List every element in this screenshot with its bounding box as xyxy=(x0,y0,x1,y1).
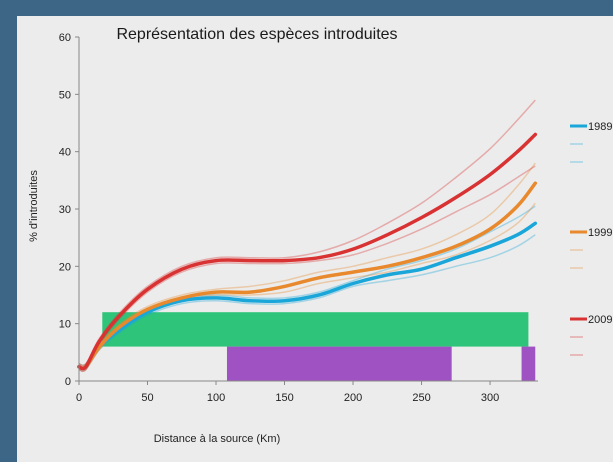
series-line-1999 xyxy=(77,181,538,370)
chart-panel: Représentation des espèces introduites %… xyxy=(17,16,613,462)
y-tick-label: 10 xyxy=(59,319,71,331)
x-tick-label: 200 xyxy=(344,392,362,404)
range-bar-2 xyxy=(521,346,536,381)
x-tick-label: 250 xyxy=(412,392,430,404)
bars-layer xyxy=(102,312,536,381)
series-2009-ci-lower xyxy=(78,165,536,373)
y-tick-label: 30 xyxy=(59,204,71,216)
y-tick-label: 20 xyxy=(59,261,71,273)
ticks-layer: 0 10 20 30 40 50 60 0 50 100 150 200 250 300 xyxy=(59,32,499,404)
series-1999-ci-upper xyxy=(78,162,536,366)
range-bar-0 xyxy=(102,312,529,347)
legend: 1989 1999 2009 xyxy=(570,121,612,356)
x-tick-label: 0 xyxy=(76,392,82,404)
x-tick-label: 300 xyxy=(481,392,499,404)
series-1989-ci-lower xyxy=(78,234,536,372)
y-tick-label: 0 xyxy=(65,376,71,388)
legend-label-2009: 2009 xyxy=(588,314,612,326)
x-tick-label: 50 xyxy=(141,392,153,404)
chart-title: Représentation des espèces introduites xyxy=(116,26,397,43)
range-bar-1 xyxy=(226,346,452,381)
series-lines-layer xyxy=(77,132,538,371)
legend-label-1989: 1989 xyxy=(588,121,612,133)
legend-label-1999: 1999 xyxy=(588,227,612,239)
y-tick-label: 60 xyxy=(59,32,71,44)
series-2009-ci-upper xyxy=(78,99,536,367)
x-tick-label: 150 xyxy=(275,392,293,404)
y-axis-label: % d'introduites xyxy=(28,170,40,242)
y-tick-label: 50 xyxy=(59,89,71,101)
y-tick-label: 40 xyxy=(59,147,71,159)
series-line-2009 xyxy=(77,132,538,371)
line-chart: Représentation des espèces introduites %… xyxy=(28,26,612,445)
x-axis-label: Distance à la source (Km) xyxy=(154,433,281,445)
x-tick-label: 100 xyxy=(207,392,225,404)
